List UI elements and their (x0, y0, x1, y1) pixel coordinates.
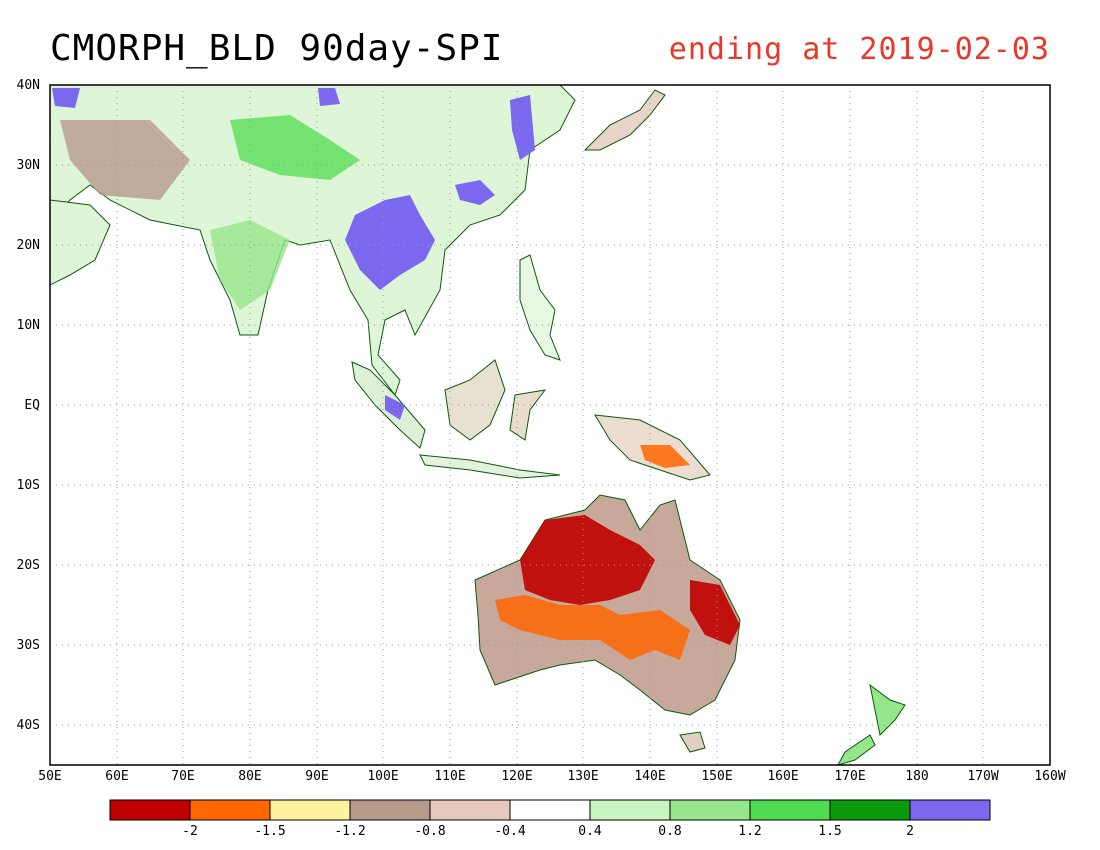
lat-label: 40S (16, 718, 40, 733)
lon-label: 160W (1034, 769, 1066, 784)
lon-label: 70E (171, 769, 195, 784)
lon-label: 160E (767, 769, 799, 784)
colorbar-swatch (429, 799, 511, 821)
lat-label: 20N (16, 238, 40, 253)
landmass-java (419, 454, 561, 479)
wet-zone-central-asia (318, 88, 340, 106)
wet-zone-china-east (510, 95, 535, 160)
drought-core-australia (520, 515, 655, 605)
landmass-philippines (519, 254, 561, 361)
lon-label: 50E (38, 769, 62, 784)
map-frame (49, 84, 1051, 766)
colorbar-label: -1.5 (254, 824, 286, 839)
lat-label: 20S (16, 558, 40, 573)
lon-label: 150E (701, 769, 733, 784)
lon-label: 180 (905, 769, 929, 784)
drought-core-queensland (690, 580, 740, 645)
lon-label: 130E (567, 769, 599, 784)
wet-zone-sumatra (385, 395, 405, 420)
colorbar-swatch (909, 799, 991, 821)
landmass-new-zealand-north (869, 683, 906, 737)
landmass-new-zealand-south (837, 734, 876, 765)
lon-label: 140E (634, 769, 666, 784)
lon-label: 60E (105, 769, 129, 784)
colorbar (109, 799, 991, 821)
colorbar-label: 1.2 (738, 824, 762, 839)
landmass-arabia (50, 199, 111, 286)
colorbar-label: -0.4 (494, 824, 526, 839)
wet-zone-indochina (345, 195, 435, 290)
lat-label: 30S (16, 638, 40, 653)
colorbar-label: -2 (182, 824, 198, 839)
wet-zone-china-coast (455, 180, 495, 205)
lon-label: 170E (834, 769, 866, 784)
colorbar-label: 0.8 (658, 824, 682, 839)
colorbar-swatch (189, 799, 271, 821)
dry-zone-central-asia (60, 120, 190, 200)
colorbar-label: 0.4 (578, 824, 602, 839)
wet-zone-northwest (52, 88, 80, 108)
colorbar-swatch (349, 799, 431, 821)
colorbar-label: -0.8 (414, 824, 446, 839)
colorbar-label: 2 (906, 824, 914, 839)
lat-label: 10S (16, 478, 40, 493)
lon-label: 100E (367, 769, 399, 784)
colorbar-label: -1.2 (334, 824, 366, 839)
dry-zone-new-guinea (640, 445, 690, 468)
lon-label: 120E (501, 769, 533, 784)
colorbar-swatch (829, 799, 911, 821)
lat-label: EQ (24, 398, 40, 413)
landmass-sulawesi (509, 389, 547, 441)
colorbar-swatch (669, 799, 751, 821)
green-zone-china (230, 115, 360, 180)
landmass-japan (583, 89, 666, 151)
lat-label: 10N (16, 318, 40, 333)
map-title: CMORPH_BLD 90day-SPI (50, 28, 504, 69)
lon-label: 90E (305, 769, 329, 784)
landmass-tasmania (679, 731, 706, 753)
colorbar-swatch (509, 799, 591, 821)
lon-label: 170W (967, 769, 999, 784)
lat-label: 30N (16, 158, 40, 173)
date-label: ending at 2019-02-03 (668, 32, 1050, 67)
lon-label: 80E (238, 769, 262, 784)
lat-label: 40N (16, 78, 40, 93)
landmass-borneo (444, 359, 506, 441)
colorbar-swatch (109, 799, 191, 821)
colorbar-swatch (749, 799, 831, 821)
map-content (50, 85, 906, 765)
lon-label: 110E (434, 769, 466, 784)
colorbar-swatch (269, 799, 351, 821)
colorbar-label: 1.5 (818, 824, 842, 839)
dry-zone-australia (495, 595, 690, 660)
colorbar-swatch (589, 799, 671, 821)
